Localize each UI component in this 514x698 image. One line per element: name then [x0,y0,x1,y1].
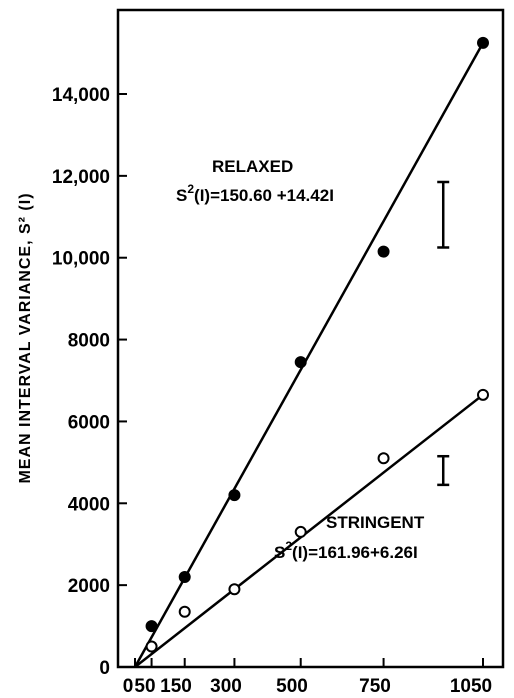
relaxed-label: RELAXED [212,157,293,176]
y-tick-label: 10,000 [52,249,110,270]
data-points [145,36,489,653]
error-bar-relaxed [437,180,450,249]
y-tick-label: 6000 [68,412,110,433]
fit-line-relaxed [133,42,485,668]
x-tick-label: 500 [276,676,308,697]
x-tick-label: 1050 [450,676,492,697]
x-tick-label: 50 [134,676,155,697]
fit-line-stringent [134,393,484,668]
y-tick-label: 2000 [68,576,110,597]
y-tick-label: 14,000 [52,85,110,106]
stringent-data-point [477,388,489,401]
relaxed-data-point [377,245,390,258]
y-tick-label: 12,000 [52,167,110,188]
stringent-data-point [145,640,158,653]
x-tick-label: 150 [160,676,192,697]
y-tick-label: 4000 [68,494,110,515]
stringent-data-point [294,525,307,538]
relaxed-data-point [228,489,241,502]
x-tick-label: 750 [359,676,391,697]
fit-lines [133,42,485,668]
y-tick-label: 8000 [68,331,110,352]
stringent-label: STRINGENT [326,513,425,532]
plot-frame [116,8,505,669]
y-tick-label: 0 [99,658,110,679]
stringent-equation: S2(I)=161.96+6.26I [274,539,418,562]
y-axis-label: MEAN INTERVAL VARIANCE, S² (I) [17,192,34,483]
error-bars [437,180,450,487]
stringent-data-point [228,583,241,596]
relaxed-data-point [145,620,158,633]
stringent-data-point [377,452,390,465]
x-tick-label: 300 [210,676,242,697]
relaxed-data-point [294,356,307,369]
x-tick-label: 0 [123,676,134,697]
relaxed-data-point [477,36,489,49]
relaxed-data-point [178,570,191,583]
relaxed-equation: S2(I)=150.60 +14.42I [176,182,334,205]
error-bar-stringent [437,454,450,487]
stringent-data-point [178,605,191,618]
